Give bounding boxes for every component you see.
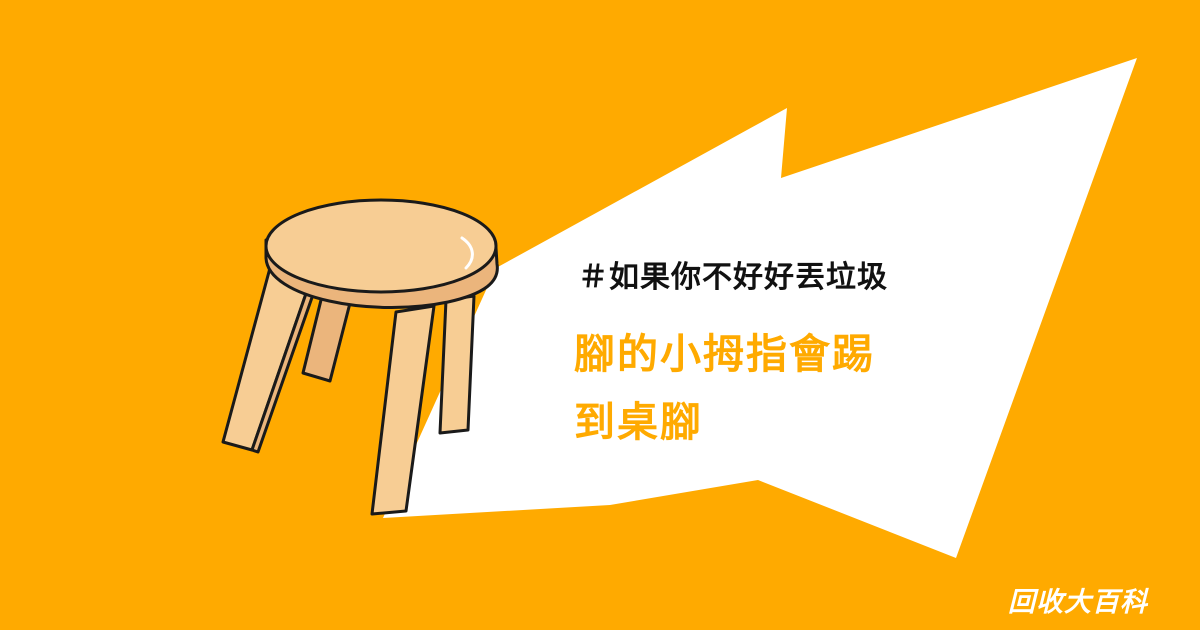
speech-burst-shape <box>383 58 1137 558</box>
stool-seat-top <box>264 198 498 294</box>
hashtag-headline: ＃如果你不好好丟垃圾 <box>578 260 888 295</box>
title-line-2: 到桌腳 <box>574 398 703 446</box>
stool-leg-front-right <box>370 304 436 516</box>
brand-logo-text: 回收大百科 <box>1008 587 1148 618</box>
stool-leg-back-right <box>438 294 476 435</box>
title-line-1: 腳的小拇指會踢 <box>574 330 875 378</box>
stool-icon <box>221 198 499 516</box>
stool-seat-highlight <box>460 236 474 270</box>
